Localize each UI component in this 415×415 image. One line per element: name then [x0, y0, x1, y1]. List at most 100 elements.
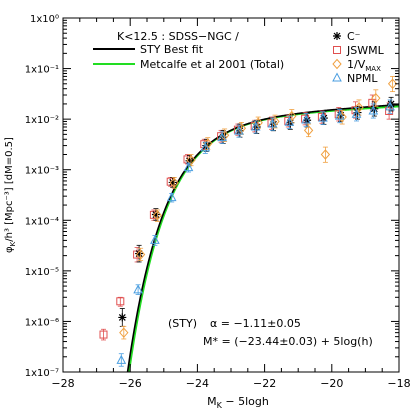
data-point-triangle	[116, 354, 127, 364]
legend-jswml-label: JSWML	[346, 44, 385, 57]
marker-asterisk	[336, 111, 345, 120]
marker-asterisk	[219, 133, 228, 142]
marker-asterisk	[303, 116, 312, 125]
legend-markers: C⁻ JSWML 1/VMAX NPML	[332, 30, 385, 85]
marker-asterisk	[118, 313, 127, 322]
marker-triangle	[351, 108, 362, 118]
data-point-square	[99, 330, 108, 339]
legend-npml-label: NPML	[347, 72, 378, 85]
legend-glyph-diamond	[332, 58, 342, 70]
marker-asterisk	[135, 249, 144, 258]
data-point-diamond	[354, 102, 364, 113]
marker-triangle	[301, 114, 311, 124]
marker-square	[99, 330, 108, 339]
data-point-triangle	[150, 234, 160, 244]
data-point-asterisk	[303, 116, 312, 125]
marker-diamond	[332, 58, 342, 70]
data-point-triangle	[200, 142, 211, 152]
y-tick-label: 1x10⁰	[30, 14, 59, 25]
marker-triangle	[200, 142, 211, 152]
marker-square	[116, 297, 125, 306]
marker-diamond	[371, 92, 381, 104]
marker-triangle	[368, 105, 379, 115]
data-point-asterisk	[336, 111, 345, 120]
data-point-triangle	[250, 121, 261, 131]
data-point-diamond	[152, 210, 163, 221]
y-axis-label-suffix: /h³ [Mpc⁻³] [dM=0.5]	[4, 137, 15, 242]
marker-triangle	[332, 72, 342, 82]
data-point-diamond	[186, 154, 196, 166]
marker-triangle	[284, 116, 295, 126]
marker-asterisk	[319, 114, 328, 123]
data-point-triangle	[267, 118, 278, 128]
legend-glyph-asterisk	[333, 32, 341, 40]
y-axis-label-main: φ	[4, 246, 15, 253]
data-point-diamond	[303, 125, 314, 136]
points-layer	[99, 76, 398, 367]
marker-diamond	[287, 110, 297, 122]
marker-triangle	[150, 234, 160, 244]
ticks-layer	[62, 17, 400, 373]
marker-diamond	[152, 210, 163, 221]
data-point-square	[116, 297, 125, 306]
legend-title: K<12.5 : SDSS−NGC /	[117, 30, 239, 43]
marker-triangle	[250, 121, 261, 131]
data-point-triangle	[133, 284, 143, 294]
marker-diamond	[186, 154, 196, 166]
legend-marker-npml	[332, 72, 342, 82]
metcalfe-fit-curve	[127, 105, 399, 372]
x-axis-label-subscript: K	[217, 401, 223, 410]
curve-layer	[126, 103, 399, 372]
data-point-triangle	[368, 105, 379, 115]
data-point-asterisk	[319, 114, 328, 123]
marker-asterisk	[333, 32, 341, 40]
marker-triangle	[318, 112, 328, 122]
legend-cminus-label: C⁻	[347, 30, 361, 43]
x-axis-label-suffix: − 5logh	[222, 395, 269, 408]
x-axis-label-main: M	[207, 395, 217, 408]
data-point-asterisk	[168, 178, 177, 187]
data-point-asterisk	[118, 313, 127, 322]
legend-vmax-label: 1/VMAX	[347, 58, 381, 73]
data-point-triangle	[234, 125, 244, 135]
data-point-asterisk	[151, 210, 160, 219]
legend-metcalfe-label: Metcalfe et al 2001 (Total)	[140, 58, 284, 71]
data-point-triangle	[284, 116, 295, 126]
marker-diamond	[135, 249, 146, 260]
legend-glyph-triangle	[332, 72, 342, 82]
marker-diamond	[387, 78, 398, 90]
data-point-triangle	[385, 101, 395, 111]
marker-triangle	[116, 354, 127, 364]
x-tick-label: −18	[387, 377, 410, 390]
marker-triangle	[334, 110, 345, 120]
data-point-triangle	[334, 110, 345, 120]
x-axis-label: MK − 5logh	[207, 395, 269, 410]
marker-diamond	[119, 327, 129, 338]
data-point-triangle	[318, 112, 328, 122]
y-tick-label: 1x10⁻³	[25, 166, 59, 177]
legend-sty-label: STY Best fit	[140, 43, 204, 56]
legend-vmax-label-subscript: MAX	[365, 65, 381, 73]
marker-diamond	[354, 102, 364, 113]
legend-marker-vmax	[332, 58, 342, 70]
data-point-triangle	[301, 114, 311, 124]
marker-diamond	[320, 149, 331, 160]
data-point-asterisk	[252, 122, 261, 131]
y-tick-label: 1x10⁻⁵	[25, 267, 59, 278]
labels-layer: −28 −26 −24 −22 −20 −18 1x10⁰ 1x10⁻¹ 1x10⁻² 1x10⁻…	[25, 14, 411, 390]
y-tick-label: 1x10⁻²	[25, 115, 59, 126]
legend-lines: K<12.5 : SDSS−NGC / STY Best fit Metcalf…	[93, 30, 284, 71]
data-point-diamond	[287, 110, 297, 122]
data-point-diamond	[135, 249, 146, 260]
data-point-diamond	[387, 78, 398, 90]
x-tick-label: −22	[253, 377, 276, 390]
data-point-asterisk	[135, 249, 144, 258]
marker-diamond	[303, 125, 314, 136]
y-axis-label-subscript: K	[9, 241, 17, 246]
data-point-diamond	[119, 327, 129, 338]
marker-triangle	[133, 284, 143, 294]
marker-triangle	[217, 132, 227, 142]
annotation-prefix: (STY)	[168, 317, 197, 330]
legend-marker-jswml	[333, 46, 341, 54]
marker-triangle	[183, 162, 194, 172]
